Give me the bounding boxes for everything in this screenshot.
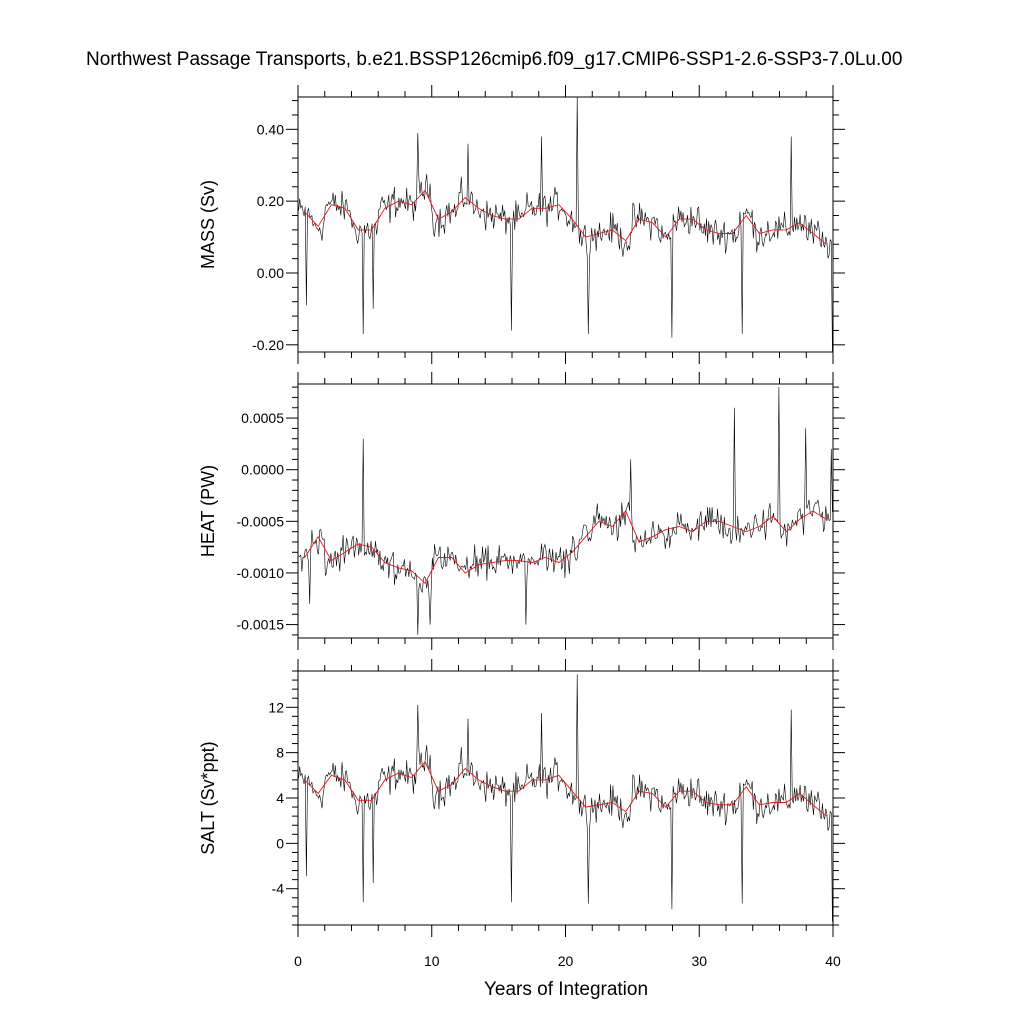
x-axis: 0 10 20 30 40 <box>294 953 841 969</box>
x-tick-label: 40 <box>825 953 841 969</box>
series-monthly <box>298 674 833 922</box>
y-tick-label: 0.00 <box>257 265 284 281</box>
chart-title: Northwest Passage Transports, b.e21.BSSP… <box>86 49 902 70</box>
y-tick-label: -0.20 <box>252 337 284 353</box>
panels: -0.20 0.00 0.20 0.40 MASS (Sv) -0.0015 -0.0010… <box>198 85 845 937</box>
panel-3: -4 0 4 8 12 SALT (Sv*ppt) <box>198 659 845 937</box>
series-monthly <box>298 97 833 352</box>
y-axis-label: MASS (Sv) <box>198 180 218 269</box>
y-tick-label: 0.40 <box>257 121 284 137</box>
y-tick-label: 12 <box>268 699 284 715</box>
x-tick-label: 20 <box>558 953 574 969</box>
y-tick-label: -0.0015 <box>237 617 285 633</box>
panel-1: -0.20 0.00 0.20 0.40 MASS (Sv) <box>198 85 845 364</box>
y-tick-label: 8 <box>276 745 284 761</box>
series-annual-mean <box>304 760 827 817</box>
series-annual-mean <box>304 510 827 585</box>
y-tick-label: -0.0005 <box>237 513 285 529</box>
x-tick-label: 10 <box>424 953 440 969</box>
plot-frame <box>297 383 834 639</box>
x-axis-label: Years of Integration <box>484 979 648 1000</box>
series-annual-mean <box>304 189 827 245</box>
y-axis-label: SALT (Sv*ppt) <box>198 741 218 854</box>
y-tick-label: -0.0010 <box>237 565 285 581</box>
y-tick-label: 0 <box>276 835 284 851</box>
series-monthly <box>298 387 833 635</box>
panel-2: -0.0015 -0.0010 -0.0005 0.0000 0.0005 HEAT (P… <box>198 372 845 650</box>
y-tick-label: 0.0000 <box>241 462 284 478</box>
y-tick-label: 0.20 <box>257 193 284 209</box>
y-tick-label: 0.0005 <box>241 410 284 426</box>
y-tick-label: -4 <box>272 881 285 897</box>
x-tick-label: 30 <box>691 953 707 969</box>
x-tick-label: 0 <box>294 953 302 969</box>
y-tick-label: 4 <box>276 790 284 806</box>
y-axis-label: HEAT (PW) <box>198 465 218 557</box>
